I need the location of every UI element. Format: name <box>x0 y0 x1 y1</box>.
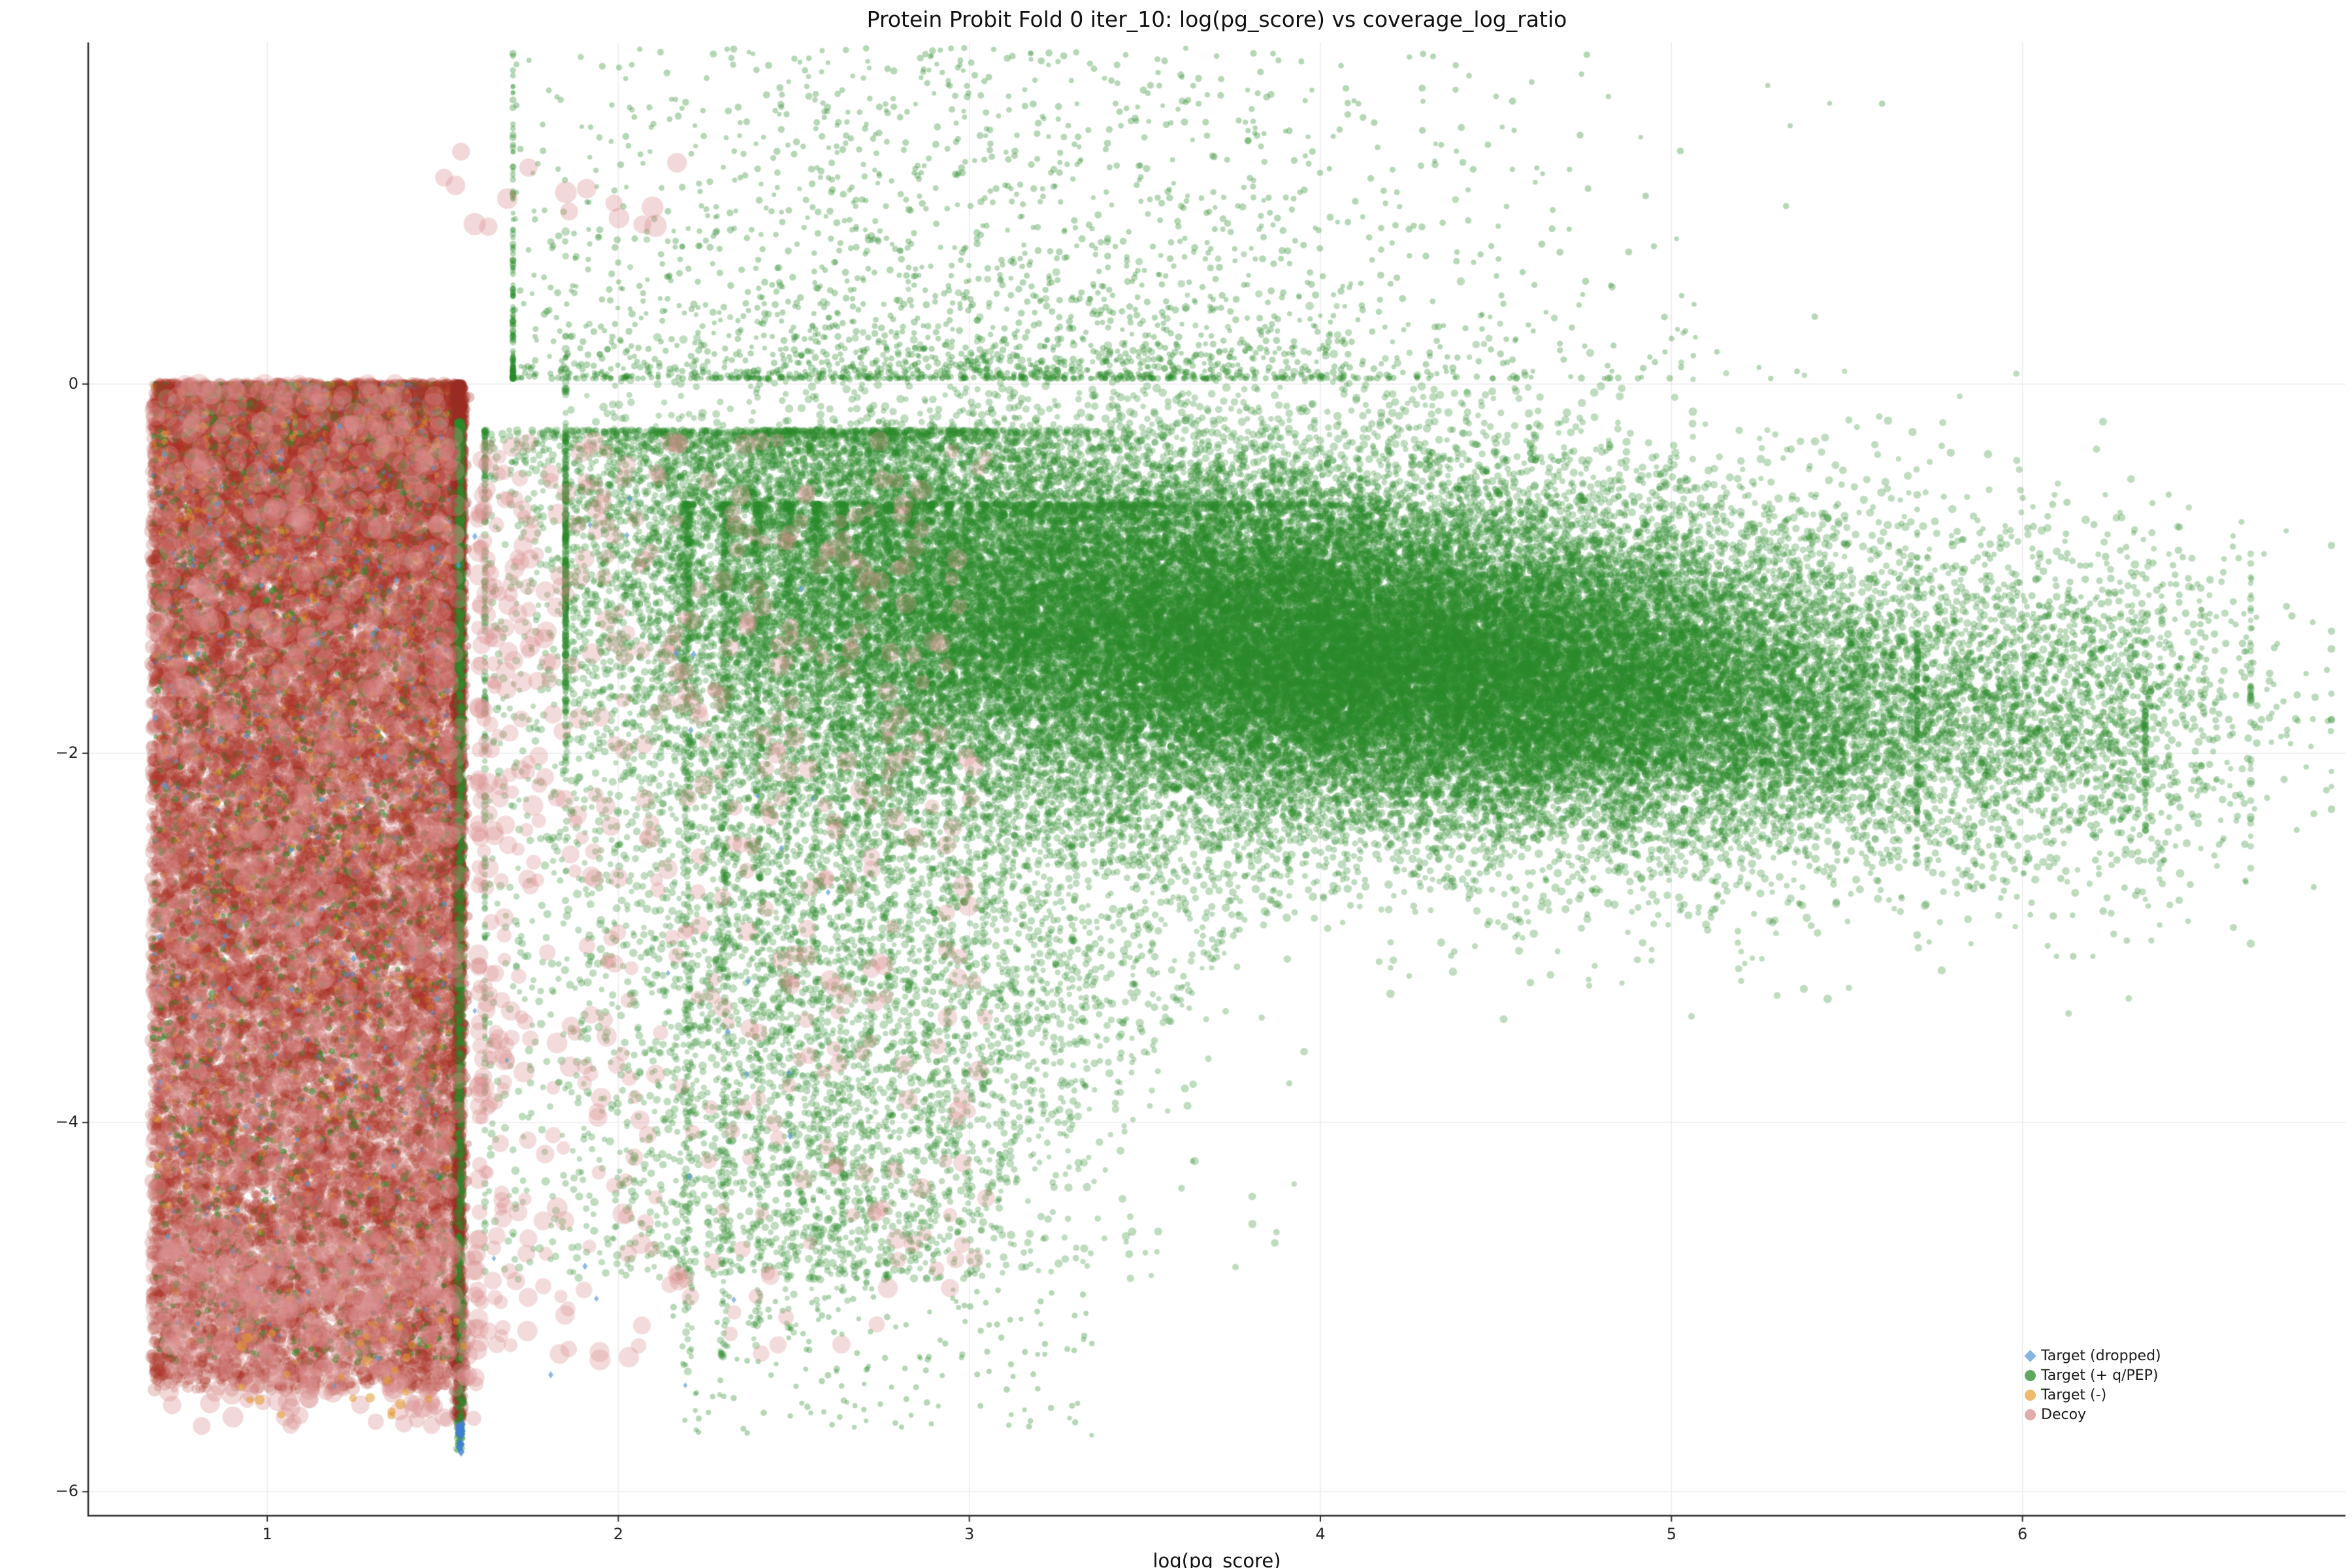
legend-label: Target (dropped) <box>2041 1348 2161 1364</box>
y-tick-label: −4 <box>55 1113 78 1132</box>
target-dropped-marker-icon <box>2019 1350 2041 1362</box>
target-minus-marker-icon <box>2019 1390 2041 1401</box>
x-tick-label: 5 <box>1666 1525 1676 1543</box>
y-tick-label: −2 <box>55 743 78 762</box>
legend-label: Target (+ q/PEP) <box>2041 1367 2159 1384</box>
chart-title: Protein Probit Fold 0 iter_10: log(pg_sc… <box>866 7 1567 32</box>
legend-item-decoy: Decoy <box>2019 1406 2161 1424</box>
legend-item-target-plus-qpep: Target (+ q/PEP) <box>2019 1367 2161 1384</box>
x-tick-label: 3 <box>964 1525 975 1543</box>
y-tick-label: 0 <box>68 374 78 393</box>
x-tick-label: 4 <box>1315 1525 1326 1543</box>
x-tick-label: 2 <box>613 1525 623 1543</box>
y-tick-label: −6 <box>55 1482 78 1501</box>
x-axis-label: log(pg_score) <box>1152 1550 1281 1568</box>
legend-item-target-minus: Target (-) <box>2019 1386 2161 1404</box>
legend-label: Decoy <box>2041 1407 2087 1423</box>
legend: Target (dropped) Target (+ q/PEP) Target (… <box>2019 1347 2161 1424</box>
target-plus-qpep-marker-icon <box>2019 1370 2041 1381</box>
legend-item-target-dropped: Target (dropped) <box>2019 1347 2161 1365</box>
x-tick-label: 6 <box>2017 1525 2028 1543</box>
legend-label: Target (-) <box>2041 1387 2107 1403</box>
decoy-marker-icon <box>2019 1409 2041 1420</box>
x-tick-label: 1 <box>262 1525 272 1543</box>
